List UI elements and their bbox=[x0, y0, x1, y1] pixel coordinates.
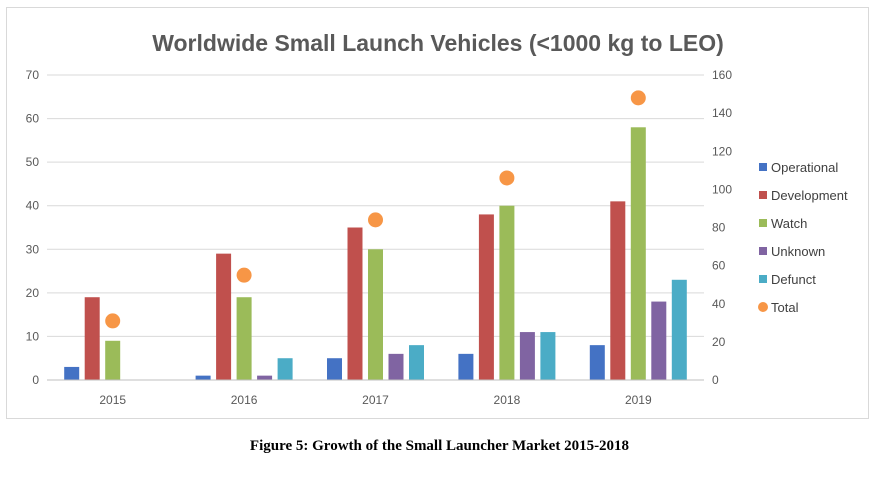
y-left-tick-label: 60 bbox=[26, 112, 40, 126]
x-tick-label: 2015 bbox=[99, 393, 126, 407]
x-tick-label: 2018 bbox=[494, 393, 521, 407]
bar-development-2016 bbox=[216, 253, 232, 380]
total-marker-2015 bbox=[105, 313, 121, 329]
bar-development-2015 bbox=[84, 297, 100, 380]
y-right-tick-label: 80 bbox=[712, 221, 726, 235]
bar-unknown-2018 bbox=[519, 332, 535, 380]
legend-swatch-defunct bbox=[759, 275, 767, 283]
legend-label-operational: Operational bbox=[771, 160, 838, 175]
bar-operational-2019 bbox=[589, 345, 605, 380]
legend-swatch-unknown bbox=[759, 247, 767, 255]
y-left-tick-label: 0 bbox=[32, 373, 39, 387]
total-marker-2018 bbox=[499, 170, 515, 186]
bar-unknown-2019 bbox=[651, 301, 667, 380]
total-marker-2019 bbox=[630, 90, 646, 106]
y-right-tick-label: 160 bbox=[712, 68, 732, 82]
y-right-tick-label: 140 bbox=[712, 106, 732, 120]
axes-layer: 0 10 20 30 40 50 60 70 0 20 40 60 80 100 120 140 160 2015… bbox=[26, 68, 733, 407]
total-marker-2016 bbox=[236, 267, 252, 283]
x-tick-label: 2016 bbox=[231, 393, 258, 407]
x-tick-label: 2017 bbox=[362, 393, 389, 407]
legend: Operational Development Watch Unknown Defunc… bbox=[758, 160, 848, 315]
bar-defunct-2017 bbox=[409, 345, 424, 380]
y-right-tick-label: 40 bbox=[712, 297, 726, 311]
legend-swatch-watch bbox=[759, 219, 767, 227]
bar-unknown-2016 bbox=[257, 375, 273, 380]
y-right-tick-label: 0 bbox=[712, 373, 719, 387]
bar-development-2017 bbox=[347, 227, 363, 380]
y-left-tick-label: 50 bbox=[26, 155, 40, 169]
bars-layer bbox=[64, 127, 687, 381]
bar-watch-2017 bbox=[368, 249, 383, 380]
chart-frame: 0 10 20 30 40 50 60 70 0 20 40 60 80 100 120 140 160 2015… bbox=[6, 7, 869, 419]
chart-svg: 0 10 20 30 40 50 60 70 0 20 40 60 80 100 120 140 160 2015… bbox=[26, 30, 848, 407]
legend-label-defunct: Defunct bbox=[771, 272, 816, 287]
bar-defunct-2019 bbox=[671, 279, 687, 380]
legend-label-total: Total bbox=[771, 300, 799, 315]
y-left-tick-label: 40 bbox=[26, 199, 40, 213]
y-right-tick-label: 60 bbox=[712, 259, 726, 273]
y-right-tick-label: 100 bbox=[712, 182, 732, 196]
figure-caption: Figure 5: Growth of the Small Launcher M… bbox=[249, 438, 630, 454]
legend-label-watch: Watch bbox=[771, 216, 807, 231]
y-left-tick-label: 10 bbox=[26, 329, 40, 343]
y-left-tick-label: 30 bbox=[26, 242, 40, 256]
chart-title: Worldwide Small Launch Vehicles (<1000 k… bbox=[152, 30, 724, 56]
legend-swatch-development bbox=[759, 191, 767, 199]
bar-operational-2016 bbox=[195, 375, 211, 380]
bar-development-2019 bbox=[610, 201, 626, 380]
legend-label-unknown: Unknown bbox=[771, 244, 825, 259]
bar-watch-2019 bbox=[630, 127, 646, 381]
y-left-tick-label: 70 bbox=[26, 68, 40, 82]
y-left-tick-label: 20 bbox=[26, 286, 40, 300]
legend-swatch-operational bbox=[759, 163, 767, 171]
legend-swatch-total bbox=[758, 302, 768, 312]
markers-layer bbox=[105, 90, 646, 329]
bar-operational-2018 bbox=[458, 353, 474, 380]
bar-watch-2018 bbox=[499, 205, 515, 380]
bar-development-2018 bbox=[478, 214, 494, 380]
bar-watch-2015 bbox=[105, 340, 121, 380]
y-right-tick-label: 20 bbox=[712, 335, 726, 349]
bar-operational-2017 bbox=[327, 358, 342, 380]
bar-defunct-2018 bbox=[540, 332, 556, 380]
bar-defunct-2016 bbox=[277, 358, 293, 380]
bar-watch-2016 bbox=[236, 297, 252, 380]
legend-label-development: Development bbox=[771, 188, 848, 203]
x-tick-label: 2019 bbox=[625, 393, 652, 407]
y-right-tick-label: 120 bbox=[712, 144, 732, 158]
bar-operational-2015 bbox=[64, 366, 80, 380]
total-marker-2017 bbox=[368, 212, 383, 228]
bar-unknown-2017 bbox=[388, 353, 404, 380]
